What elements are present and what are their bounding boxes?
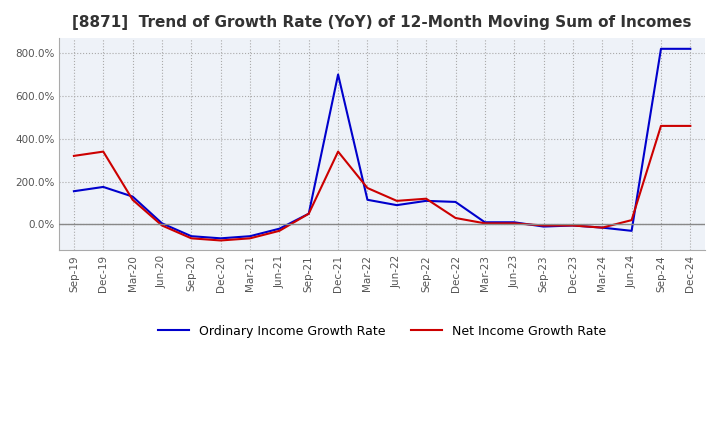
Net Income Growth Rate — [70, 153, 78, 158]
Legend: Ordinary Income Growth Rate, Net Income Growth Rate: Ordinary Income Growth Rate, Net Income … — [153, 320, 611, 343]
Ordinary Income Growth Rate — [392, 202, 401, 208]
Net Income Growth Rate — [657, 123, 665, 128]
Ordinary Income Growth Rate — [334, 72, 343, 77]
Title: [8871]  Trend of Growth Rate (YoY) of 12-Month Moving Sum of Incomes: [8871] Trend of Growth Rate (YoY) of 12-… — [73, 15, 692, 30]
Net Income Growth Rate — [510, 221, 518, 226]
Ordinary Income Growth Rate — [187, 234, 196, 239]
Ordinary Income Growth Rate — [128, 194, 137, 199]
Net Income Growth Rate — [598, 225, 606, 230]
Ordinary Income Growth Rate — [627, 228, 636, 234]
Ordinary Income Growth Rate — [363, 197, 372, 202]
Net Income Growth Rate — [569, 223, 577, 228]
Ordinary Income Growth Rate — [539, 224, 548, 229]
Line: Ordinary Income Growth Rate: Ordinary Income Growth Rate — [74, 49, 690, 238]
Net Income Growth Rate — [128, 197, 137, 202]
Ordinary Income Growth Rate — [598, 225, 606, 230]
Ordinary Income Growth Rate — [451, 199, 460, 205]
Net Income Growth Rate — [334, 149, 343, 154]
Ordinary Income Growth Rate — [422, 198, 431, 203]
Ordinary Income Growth Rate — [99, 184, 107, 190]
Net Income Growth Rate — [216, 238, 225, 243]
Ordinary Income Growth Rate — [70, 189, 78, 194]
Ordinary Income Growth Rate — [686, 46, 695, 51]
Net Income Growth Rate — [422, 196, 431, 202]
Net Income Growth Rate — [363, 185, 372, 191]
Ordinary Income Growth Rate — [510, 220, 518, 225]
Ordinary Income Growth Rate — [246, 234, 254, 239]
Net Income Growth Rate — [539, 223, 548, 228]
Net Income Growth Rate — [305, 211, 313, 216]
Net Income Growth Rate — [686, 123, 695, 128]
Net Income Growth Rate — [275, 228, 284, 234]
Ordinary Income Growth Rate — [480, 220, 489, 225]
Net Income Growth Rate — [392, 198, 401, 203]
Net Income Growth Rate — [627, 217, 636, 223]
Net Income Growth Rate — [158, 223, 166, 228]
Ordinary Income Growth Rate — [657, 46, 665, 51]
Net Income Growth Rate — [187, 236, 196, 241]
Net Income Growth Rate — [480, 221, 489, 226]
Net Income Growth Rate — [246, 236, 254, 241]
Ordinary Income Growth Rate — [158, 221, 166, 226]
Ordinary Income Growth Rate — [216, 236, 225, 241]
Net Income Growth Rate — [451, 215, 460, 220]
Ordinary Income Growth Rate — [569, 223, 577, 228]
Ordinary Income Growth Rate — [305, 211, 313, 216]
Net Income Growth Rate — [99, 149, 107, 154]
Line: Net Income Growth Rate: Net Income Growth Rate — [74, 126, 690, 241]
Ordinary Income Growth Rate — [275, 226, 284, 231]
